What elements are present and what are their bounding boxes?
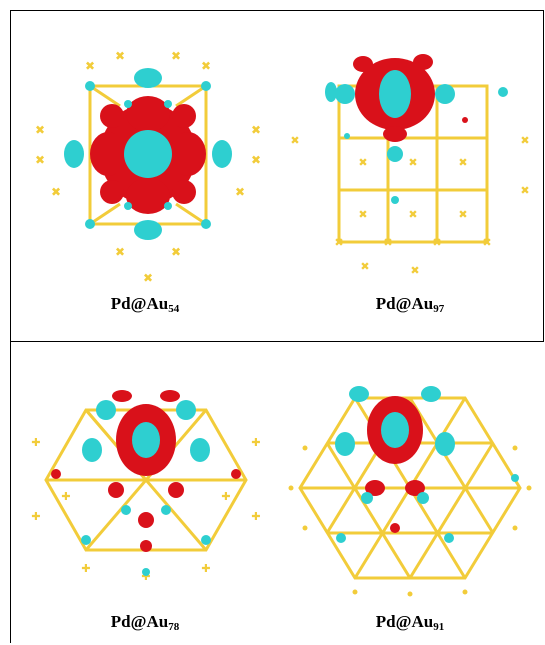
svg-text:✖: ✖ [171, 245, 181, 259]
svg-text:✖: ✖ [171, 49, 181, 63]
frame-right [543, 10, 544, 342]
svg-text:✚: ✚ [251, 510, 260, 523]
caption-pd-au78: Pd@Au78 [110, 612, 180, 633]
svg-text:✖: ✖ [482, 236, 491, 249]
svg-text:✖: ✖ [51, 185, 61, 199]
svg-text:✖: ✖ [235, 185, 245, 199]
caption-pd-au97: Pd@Au97 [375, 294, 445, 315]
svg-text:✖: ✖ [520, 134, 529, 147]
svg-text:✖: ✖ [358, 156, 367, 169]
svg-text:✖: ✖ [408, 208, 417, 221]
caption-pd-au91: Pd@Au91 [375, 612, 445, 633]
svg-text:✚: ✚ [221, 490, 230, 503]
svg-text:✖: ✖ [290, 134, 299, 147]
svg-text:✖: ✖ [85, 59, 95, 73]
svg-text:✖: ✖ [115, 245, 125, 259]
svg-text:✚: ✚ [141, 570, 150, 583]
orbital-image-pd-au54: ✖ ✖ ✖ ✖ ✖ ✖ ✖ ✖ ✖ ✖ ✖ ✖ ✖ [35, 49, 261, 284]
svg-text:✖: ✖ [115, 49, 125, 63]
svg-text:✖: ✖ [334, 236, 343, 249]
svg-text:✖: ✖ [383, 236, 392, 249]
svg-text:✚: ✚ [251, 436, 260, 449]
svg-text:✖: ✖ [520, 184, 529, 197]
caption-pd-au54: Pd@Au54 [110, 294, 180, 315]
svg-text:✖: ✖ [201, 59, 211, 73]
svg-text:✖: ✖ [408, 156, 417, 169]
svg-text:✖: ✖ [35, 123, 45, 137]
svg-text:✖: ✖ [35, 153, 45, 167]
orbital-image-pd-au91 [288, 386, 532, 597]
svg-text:✚: ✚ [201, 562, 210, 575]
svg-text:✚: ✚ [31, 510, 40, 523]
panel-pd-au78: ✚ ✚ ✚ ✚ ✚ ✚ ✚ ✚ ✚ [10, 342, 277, 643]
svg-text:✚: ✚ [81, 562, 90, 575]
frame-top [10, 10, 544, 11]
orbital-image-pd-au97: ✖ ✖ ✖ ✖ ✖ ✖ ✖ ✖ ✖ ✖ ✖ ✖ ✖ ✖ ✖ [290, 54, 530, 277]
figure-grid: ✖ ✖ ✖ ✖ ✖ ✖ ✖ ✖ ✖ ✖ ✖ ✖ ✖ [10, 10, 544, 643]
svg-text:✖: ✖ [251, 153, 261, 167]
frame-left [10, 10, 11, 643]
svg-text:✚: ✚ [61, 490, 70, 503]
svg-text:✖: ✖ [458, 156, 467, 169]
svg-text:✖: ✖ [251, 123, 261, 137]
svg-text:✖: ✖ [143, 271, 153, 284]
svg-text:✖: ✖ [410, 264, 419, 277]
panel-pd-au91: Pd@Au91 [277, 342, 544, 643]
panel-pd-au54: ✖ ✖ ✖ ✖ ✖ ✖ ✖ ✖ ✖ ✖ ✖ ✖ ✖ [10, 10, 277, 341]
frame-middle [10, 341, 544, 342]
svg-text:✖: ✖ [458, 208, 467, 221]
svg-text:✖: ✖ [358, 208, 367, 221]
svg-text:✖: ✖ [360, 260, 369, 273]
svg-text:✖: ✖ [432, 236, 441, 249]
panel-pd-au97: ✖ ✖ ✖ ✖ ✖ ✖ ✖ ✖ ✖ ✖ ✖ ✖ ✖ ✖ ✖ P [277, 10, 544, 341]
orbital-image-pd-au78: ✚ ✚ ✚ ✚ ✚ ✚ ✚ ✚ ✚ [31, 390, 261, 583]
svg-text:✚: ✚ [31, 436, 40, 449]
